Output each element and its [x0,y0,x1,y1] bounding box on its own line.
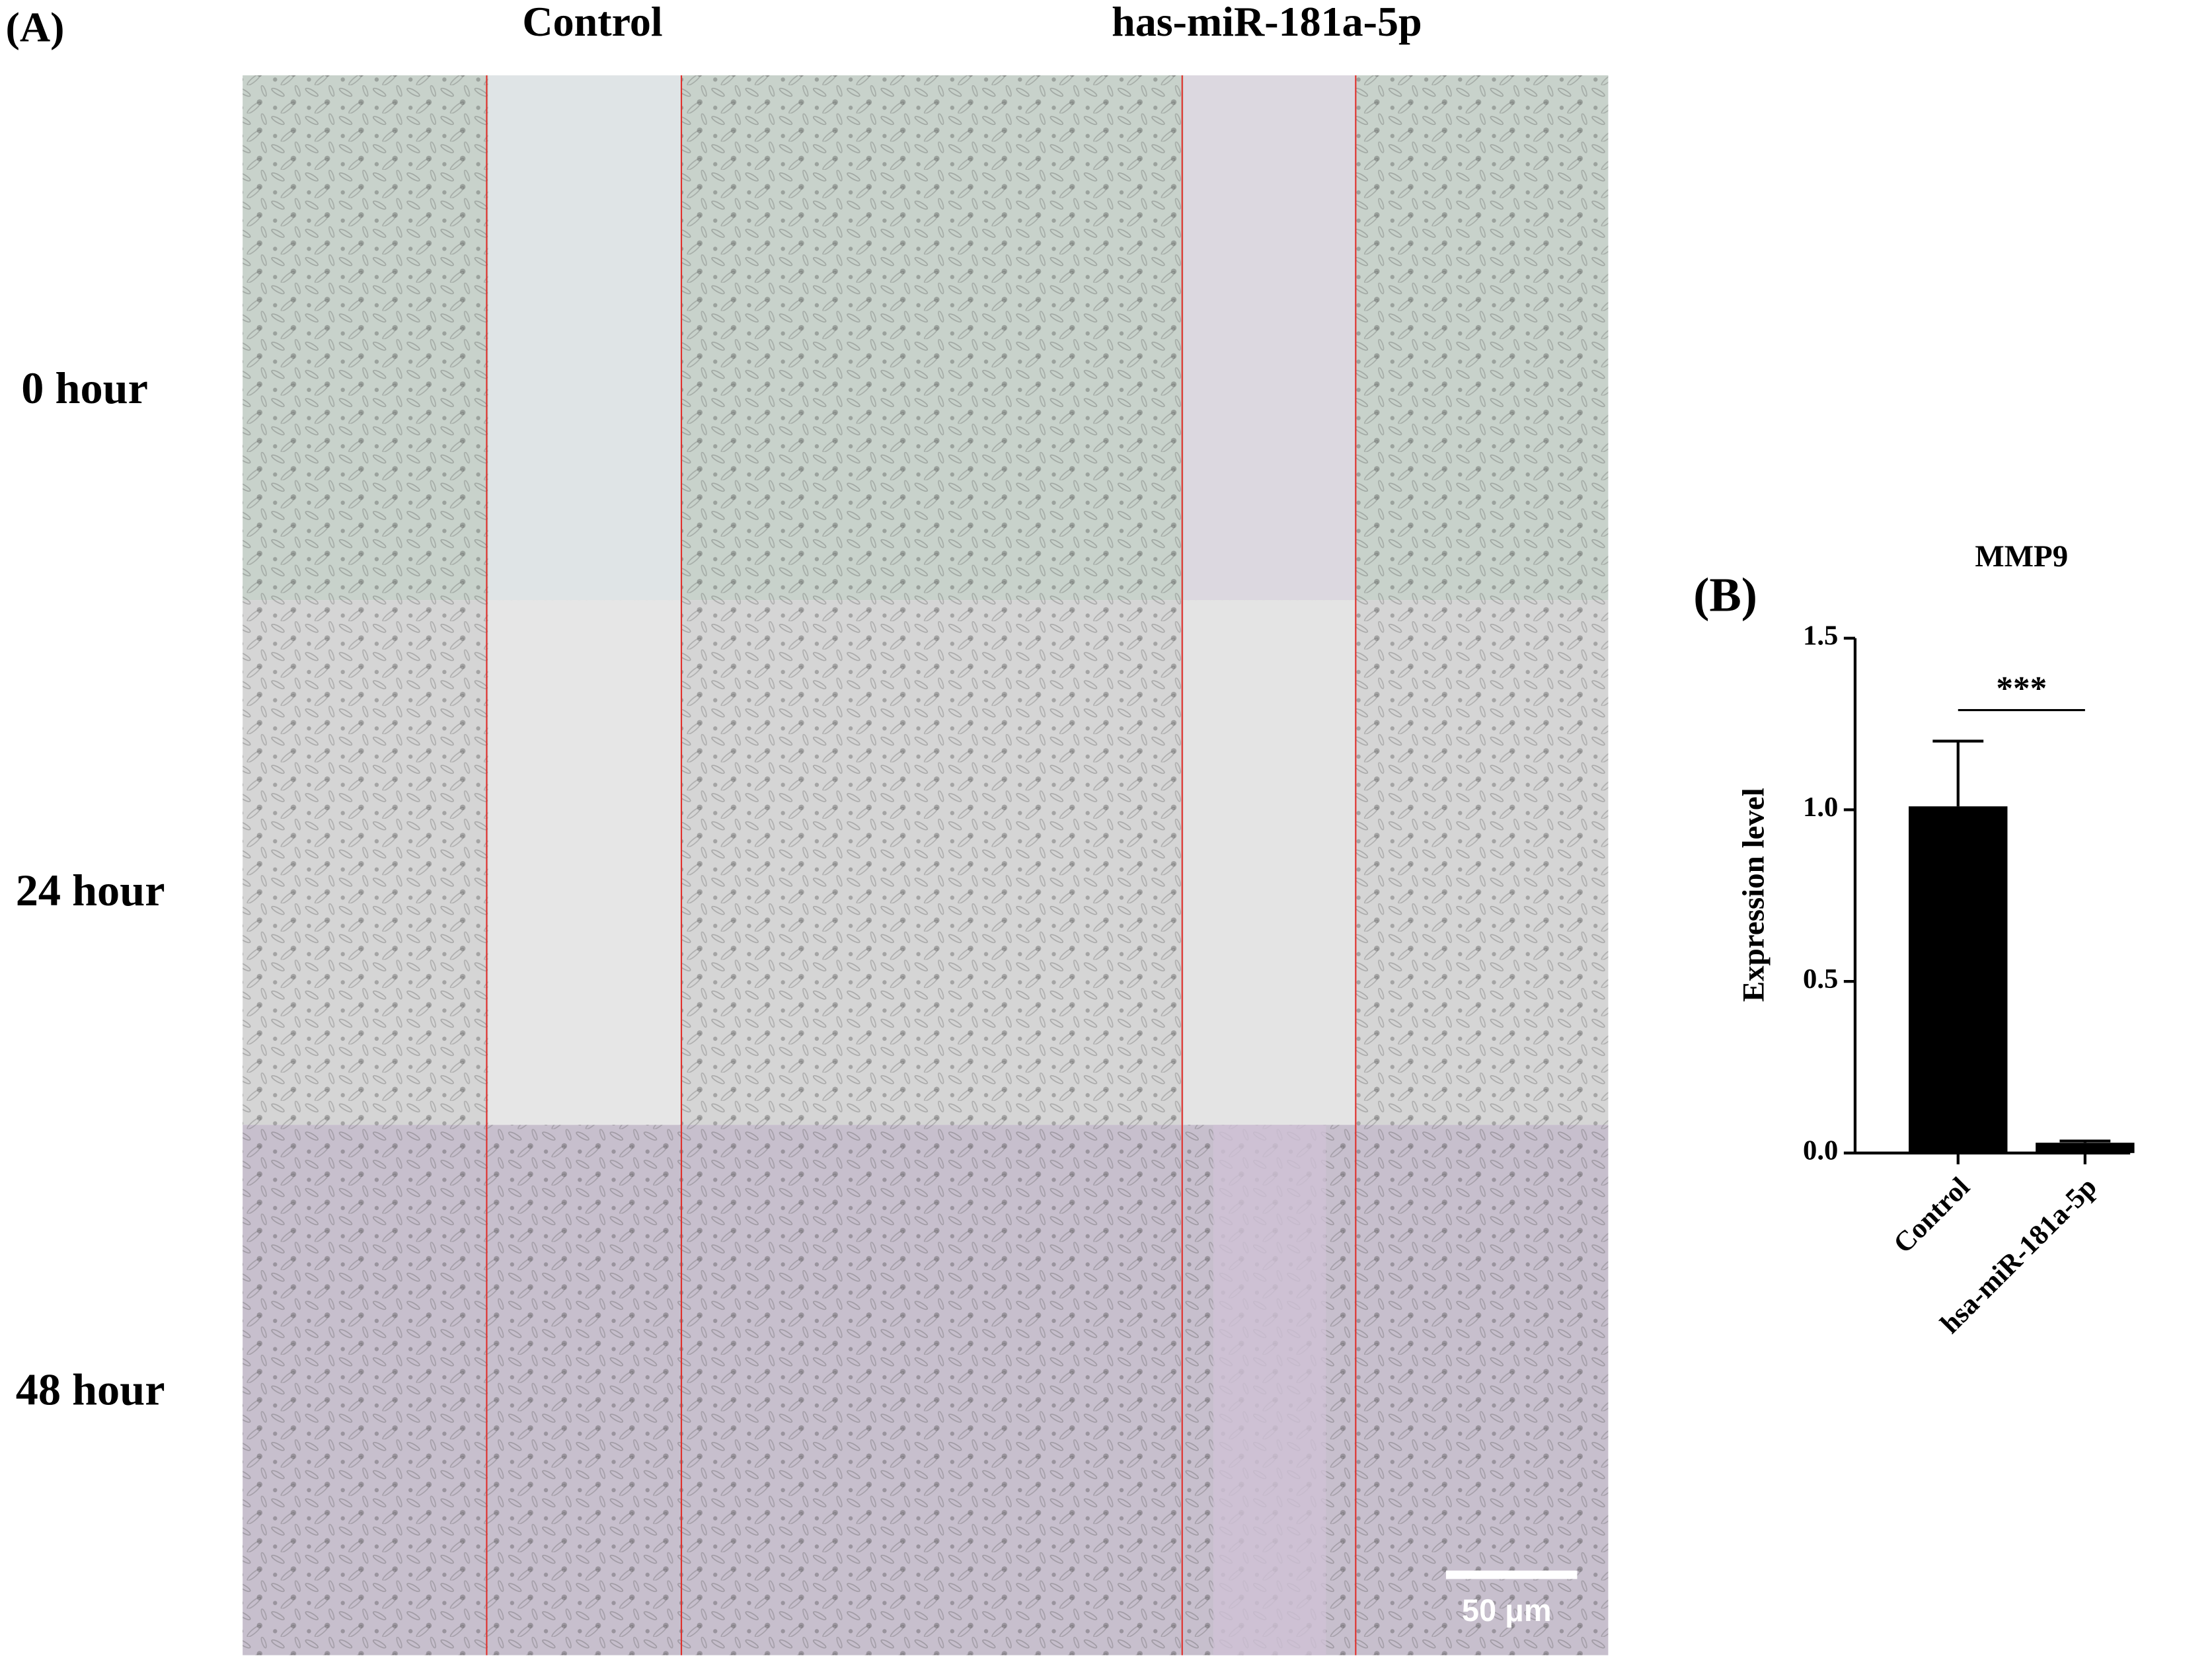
row-label: 0 hour [21,363,148,413]
row-label: 48 hour [16,1364,165,1414]
y-tick-label: 1.0 [1803,792,1838,823]
panel-label: (B) [1693,568,1757,622]
bar [2036,1143,2135,1153]
column-header: has-miR-181a-5p [1112,0,1422,45]
micrographs [243,75,1609,1655]
y-tick-label: 0.5 [1803,963,1838,995]
significance-label: *** [1996,670,2047,708]
row-label: 24 hour [16,865,165,915]
column-header: Control [522,0,662,45]
chart-title: MMP9 [1975,539,2068,574]
y-axis-label: Expression level [1736,788,1771,1002]
scale-bar-label: 50 μm [1462,1593,1552,1628]
panel-label: (A) [6,4,65,51]
y-tick-label: 0.0 [1803,1135,1838,1166]
bar [1909,806,2008,1153]
x-tick-label: Control [1888,1171,1975,1259]
y-tick-label: 1.5 [1803,620,1838,651]
